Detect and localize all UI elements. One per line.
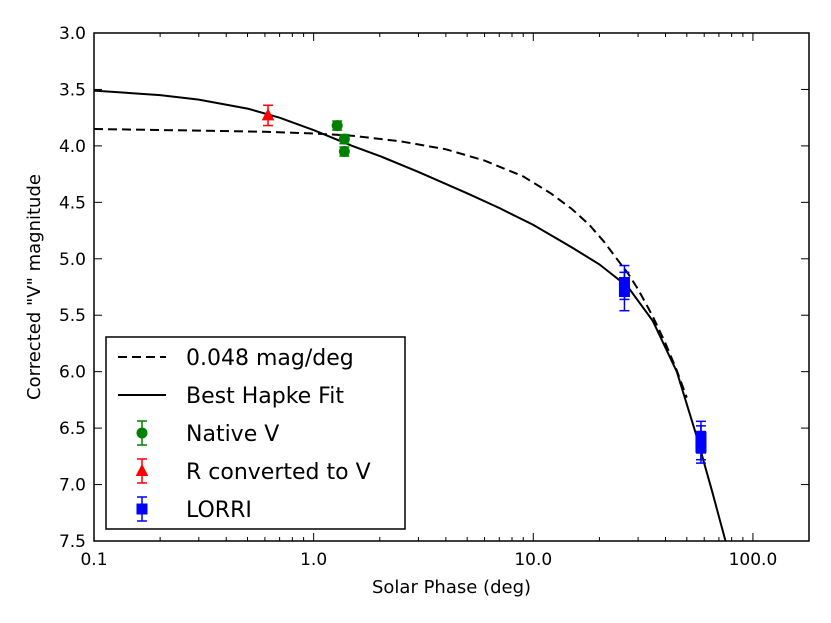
- y-tick-label: 7.5: [59, 532, 86, 552]
- x-tick-label: 10.0: [514, 550, 552, 570]
- y-tick-label: 5.0: [59, 250, 86, 270]
- legend-marker-2: [136, 427, 148, 439]
- legend: 0.048 mag/deg Best Hapke Fit Native V R con…: [105, 336, 406, 530]
- y-tick-label: 6.5: [59, 419, 86, 439]
- data-point-2-2: [338, 146, 350, 158]
- y-tick-label: 7.0: [59, 476, 86, 496]
- plot-area: [94, 89, 727, 541]
- data-point-4-1: [618, 286, 630, 298]
- data-point-2-0: [331, 120, 343, 132]
- legend-label-2: Native V: [186, 422, 279, 447]
- x-axis-label: Solar Phase (deg): [372, 577, 531, 598]
- y-tick-label: 6.0: [59, 363, 86, 383]
- x-tick-label: 100.0: [729, 550, 778, 570]
- x-tick-label: 1.0: [300, 550, 327, 570]
- data-point-2-1: [338, 133, 350, 145]
- data-point-3-0: [261, 108, 275, 121]
- y-tick-label: 3.5: [59, 80, 86, 100]
- series-line-1: [94, 89, 727, 541]
- legend-marker-4: [136, 503, 148, 515]
- x-tick-label: 0.1: [80, 550, 107, 570]
- y-axis-label: Corrected "V" magnitude: [24, 174, 45, 400]
- legend-box: [105, 336, 406, 530]
- y-tick-label: 4.5: [59, 193, 86, 213]
- plot-frame: [93, 32, 810, 542]
- legend-marker-3: [135, 463, 149, 476]
- legend-label-0: 0.048 mag/deg: [186, 346, 354, 371]
- legend-label-1: Best Hapke Fit: [186, 384, 344, 409]
- legend-label-3: R converted to V: [186, 460, 371, 485]
- series-line-0: [94, 128, 688, 398]
- data-point-4-4: [695, 441, 707, 453]
- axes: 0.1 1.0 10.0 100.0 3.0 3.5 4.0 4.5 5.0 5.5 6.0 6.5 7…: [59, 24, 810, 570]
- y-tick-label: 3.0: [59, 24, 86, 44]
- plot-series-group: [94, 89, 727, 541]
- y-tick-label: 5.5: [59, 306, 86, 326]
- legend-label-4: LORRI: [186, 498, 252, 523]
- y-tick-label: 4.0: [59, 137, 86, 157]
